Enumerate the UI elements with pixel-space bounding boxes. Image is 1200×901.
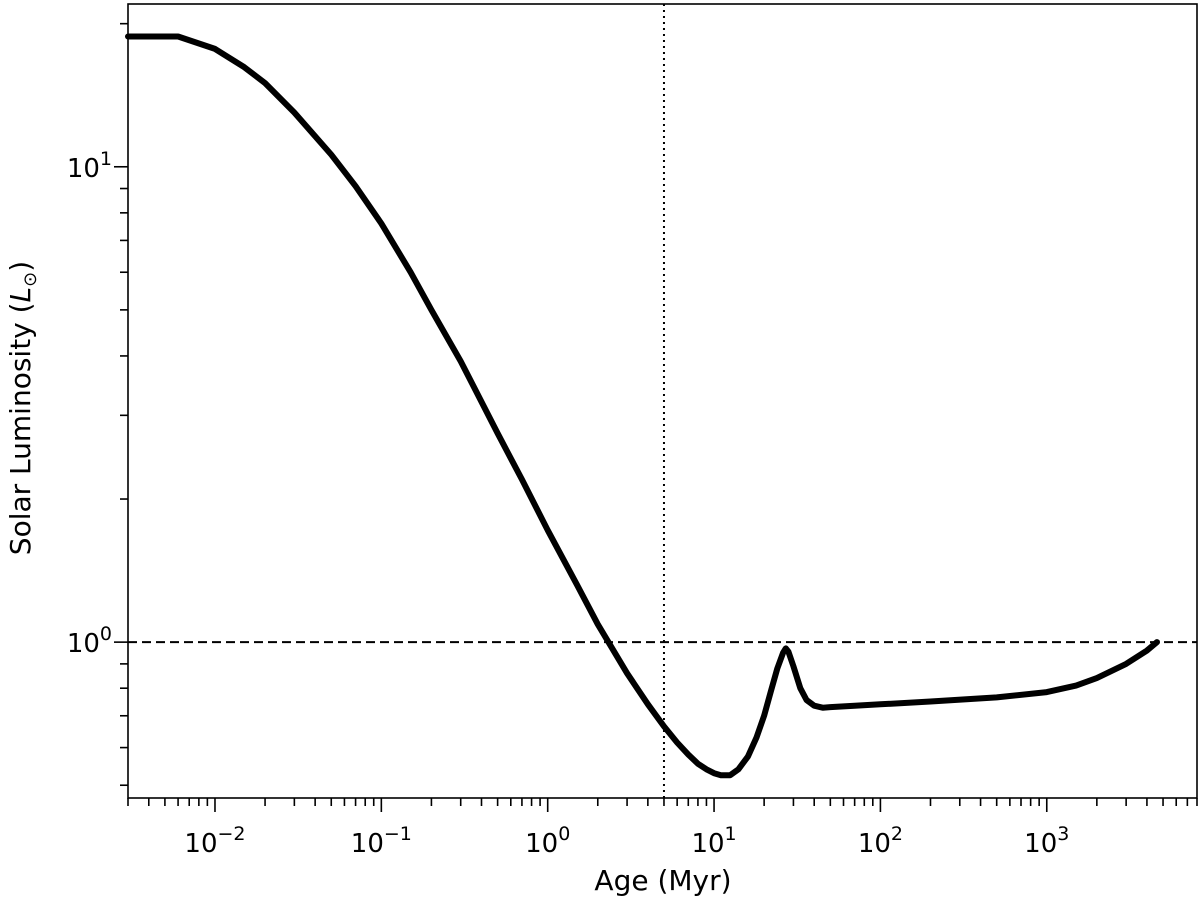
- x-tick-label: 10−2: [184, 823, 245, 859]
- x-tick-label: 101: [691, 823, 736, 859]
- x-tick-label: 100: [525, 823, 570, 859]
- y-axis-ticks: [114, 22, 128, 787]
- x-axis-ticks: [127, 798, 1198, 812]
- x-tick-label: 10−1: [351, 823, 412, 859]
- x-axis-label: Age (Myr): [594, 864, 731, 897]
- plot-frame: [127, 3, 1198, 799]
- x-tick-label: 102: [858, 823, 903, 859]
- series-line-luminosity: [125, 33, 1160, 779]
- reference-lines: [128, 4, 1197, 798]
- y-tick-label: 101: [67, 148, 112, 184]
- x-axis-tick-labels: 10−2 10−1 100 101 102 103: [184, 823, 1069, 859]
- y-axis-label: Solar Luminosity (L⊙): [4, 261, 41, 555]
- y-axis-tick-labels: 100 101: [67, 148, 112, 659]
- y-tick-label: 100: [67, 623, 112, 659]
- x-tick-label: 103: [1024, 823, 1069, 859]
